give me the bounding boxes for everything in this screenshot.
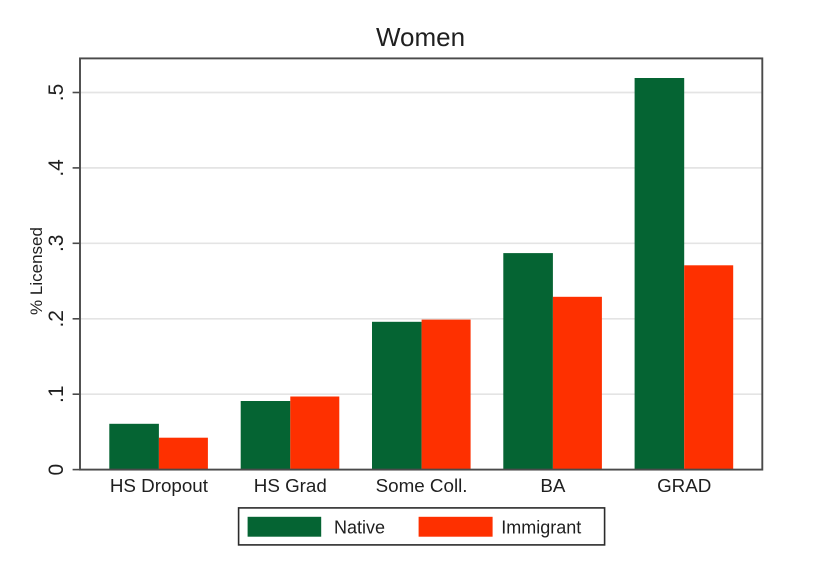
svg-text:Native: Native [334, 517, 385, 537]
svg-text:.5: .5 [45, 84, 68, 102]
svg-text:GRAD: GRAD [657, 475, 711, 496]
svg-text:.3: .3 [45, 235, 68, 253]
svg-text:.4: .4 [45, 159, 68, 177]
svg-text:0: 0 [45, 464, 68, 476]
svg-text:Some Coll.: Some Coll. [376, 475, 468, 496]
svg-text:% Licensed: % Licensed [27, 227, 46, 315]
svg-text:BA: BA [540, 475, 566, 496]
svg-text:.1: .1 [45, 385, 68, 403]
svg-text:.2: .2 [45, 310, 68, 328]
svg-text:HS Dropout: HS Dropout [110, 475, 209, 496]
svg-text:Immigrant: Immigrant [501, 517, 581, 537]
svg-text:HS Grad: HS Grad [254, 475, 327, 496]
svg-text:Women: Women [376, 22, 465, 52]
